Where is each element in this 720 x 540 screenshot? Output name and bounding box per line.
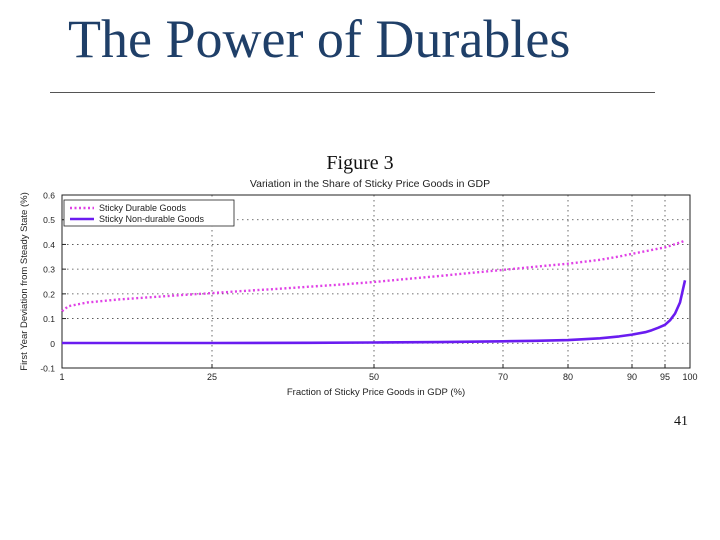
- y-tick-label: -0.1: [40, 364, 55, 374]
- y-tick-label: 0.6: [43, 191, 55, 201]
- legend-label: Sticky Durable Goods: [99, 203, 187, 213]
- x-tick-label: 25: [207, 372, 217, 382]
- x-tick-label: 50: [369, 372, 379, 382]
- x-tick-label: 1: [59, 372, 64, 382]
- x-axis-label: Fraction of Sticky Price Goods in GDP (%…: [287, 387, 465, 398]
- y-tick-label: 0.1: [43, 314, 55, 324]
- figure-label: Figure 3: [326, 152, 394, 174]
- legend-label: Sticky Non-durable Goods: [99, 214, 205, 224]
- x-tick-label: 70: [498, 372, 508, 382]
- plot-frame: [61, 194, 691, 369]
- slide-title: The Power of Durables: [68, 9, 571, 69]
- y-tick-label: 0.2: [43, 289, 55, 299]
- chart-title: Variation in the Share of Sticky Price G…: [249, 178, 491, 190]
- x-tick-label: 90: [627, 372, 637, 382]
- y-tick-label: 0.5: [43, 215, 55, 225]
- y-tick-label: 0: [50, 339, 55, 349]
- series-line-nondurable: [62, 280, 687, 345]
- series-line-durable: [61, 239, 686, 313]
- title-divider: [50, 92, 655, 93]
- x-tick-label: 100: [682, 372, 697, 382]
- legend-box: [63, 199, 235, 227]
- x-tick-label: 95: [660, 372, 670, 382]
- page-number: 41: [674, 414, 688, 429]
- y-tick-label: 0.3: [43, 265, 55, 275]
- y-tick-label: 0.4: [43, 240, 55, 250]
- y-axis-label: First Year Deviation from Steady State (…: [19, 192, 30, 370]
- x-tick-label: 80: [563, 372, 573, 382]
